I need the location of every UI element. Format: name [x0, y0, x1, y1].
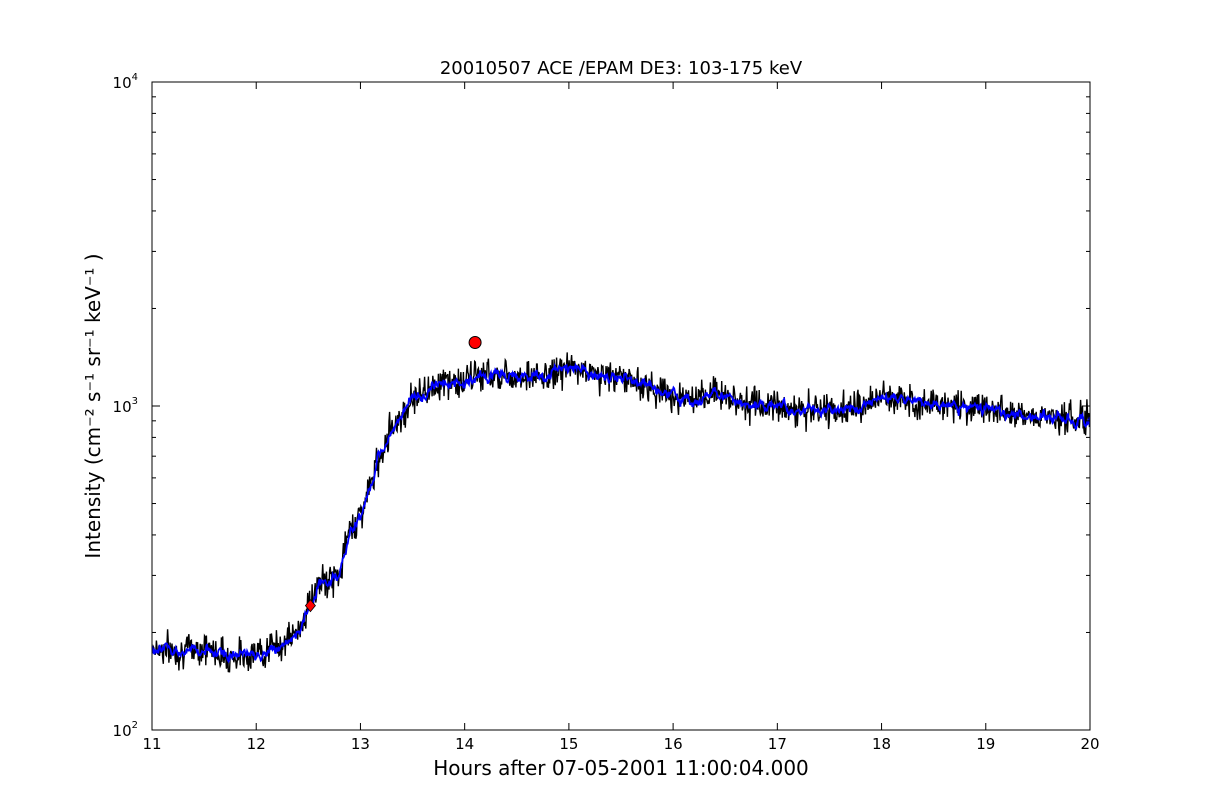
x-tick-label: 16 — [664, 735, 683, 753]
x-tick-label: 15 — [559, 735, 578, 753]
onset-marker — [304, 599, 316, 613]
x-tick-label: 19 — [976, 735, 995, 753]
x-tick-label: 13 — [351, 735, 370, 753]
y-tick-label: 102 — [113, 720, 138, 740]
peak-marker — [468, 336, 482, 350]
x-tick-label: 20 — [1080, 735, 1099, 753]
plot-area — [152, 336, 1090, 673]
x-tick-label: 17 — [768, 735, 787, 753]
x-tick-label: 12 — [247, 735, 266, 753]
x-tick-label: 14 — [455, 735, 474, 753]
y-tick-label: 103 — [113, 396, 138, 416]
x-axis-label: Hours after 07-05-2001 11:00:04.000 — [433, 756, 809, 780]
series-line-raw — [152, 352, 1090, 673]
y-axis-label: Intensity (cm⁻² s⁻¹ sr⁻¹ keV⁻¹ ) — [81, 253, 105, 558]
x-axis: 11 12 13 14 15 16 17 18 19 20 — [142, 82, 1100, 753]
x-tick-label: 18 — [872, 735, 891, 753]
y-tick-label: 104 — [113, 72, 138, 92]
x-tick-label: 11 — [142, 735, 161, 753]
chart-title: 20010507 ACE /EPAM DE3: 103-175 keV — [440, 58, 803, 79]
series-line-smoothed — [152, 362, 1090, 664]
